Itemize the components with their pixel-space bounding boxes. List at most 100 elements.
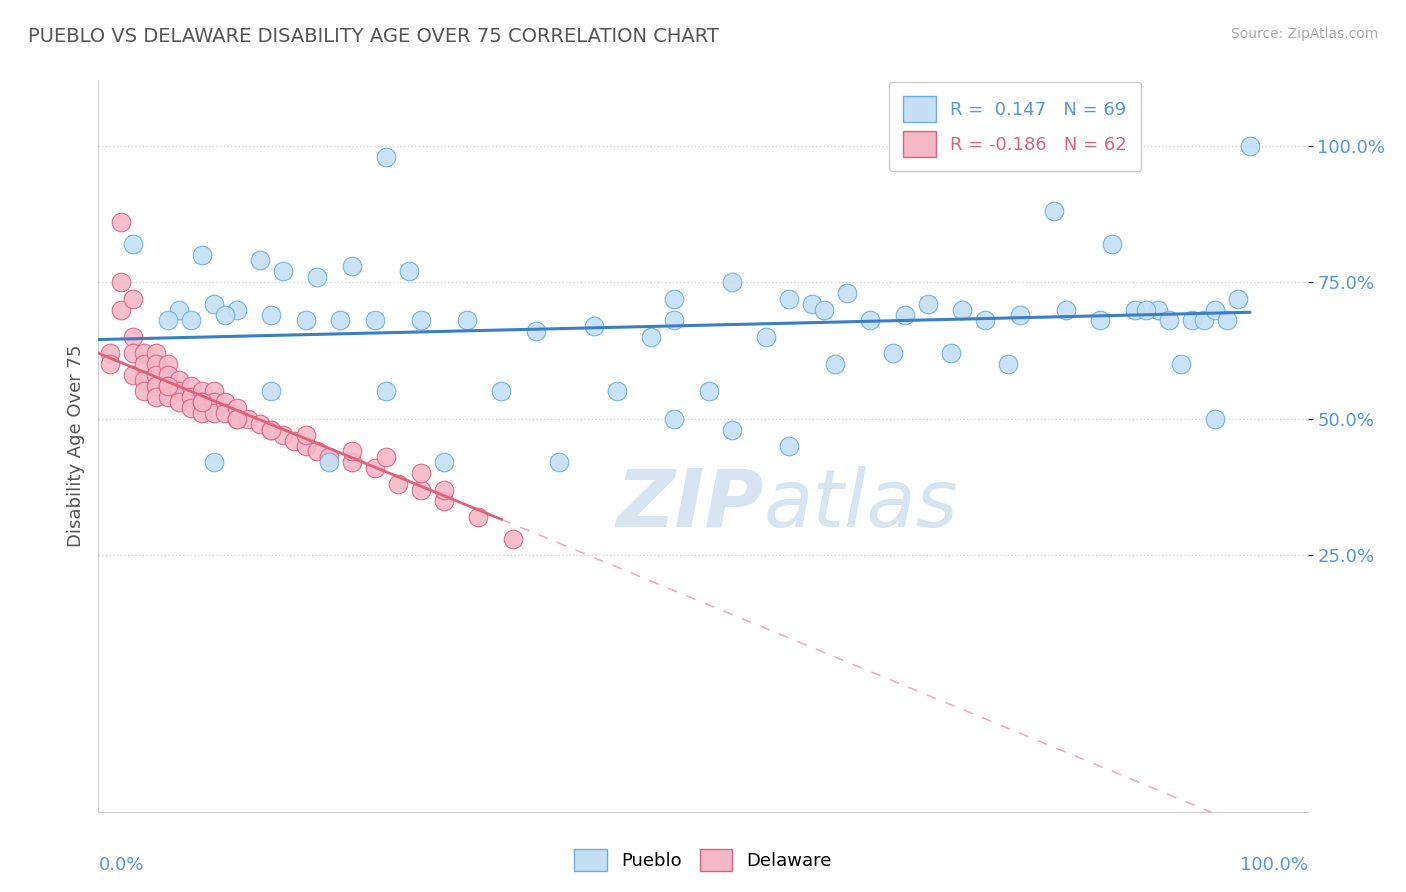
Point: [364, 313, 387, 327]
Point: [214, 406, 236, 420]
Point: [202, 297, 225, 311]
Point: [1204, 302, 1226, 317]
Point: [882, 346, 904, 360]
Point: [271, 264, 294, 278]
Point: [271, 428, 294, 442]
Point: [720, 275, 742, 289]
Point: [307, 444, 329, 458]
Point: [98, 357, 121, 371]
Point: [156, 313, 179, 327]
Point: [664, 313, 686, 327]
Point: [122, 368, 145, 382]
Point: [134, 357, 156, 371]
Point: [893, 308, 915, 322]
Point: [375, 450, 398, 464]
Point: [835, 286, 858, 301]
Point: [548, 455, 571, 469]
Point: [433, 493, 456, 508]
Point: [1216, 313, 1239, 327]
Point: [145, 368, 167, 382]
Point: [122, 292, 145, 306]
Point: [110, 275, 132, 289]
Point: [249, 253, 271, 268]
Point: [467, 510, 489, 524]
Point: [214, 308, 236, 322]
Legend: Pueblo, Delaware: Pueblo, Delaware: [567, 842, 839, 879]
Point: [156, 379, 179, 393]
Point: [1239, 138, 1261, 153]
Text: 0.0%: 0.0%: [98, 855, 143, 873]
Point: [225, 411, 247, 425]
Point: [167, 302, 190, 317]
Point: [145, 357, 167, 371]
Point: [167, 374, 190, 388]
Point: [1123, 302, 1146, 317]
Point: [387, 477, 409, 491]
Point: [1101, 237, 1123, 252]
Point: [260, 423, 283, 437]
Point: [294, 439, 316, 453]
Point: [664, 292, 686, 306]
Y-axis label: Disability Age Over 75: Disability Age Over 75: [66, 344, 84, 548]
Point: [156, 357, 179, 371]
Point: [801, 297, 824, 311]
Point: [409, 483, 432, 497]
Point: [606, 384, 628, 399]
Point: [145, 390, 167, 404]
Point: [110, 215, 132, 229]
Point: [122, 330, 145, 344]
Legend: R =  0.147   N = 69, R = -0.186   N = 62: R = 0.147 N = 69, R = -0.186 N = 62: [889, 82, 1142, 171]
Point: [167, 395, 190, 409]
Point: [1170, 357, 1192, 371]
Point: [974, 313, 997, 327]
Point: [145, 346, 167, 360]
Point: [1159, 313, 1181, 327]
Point: [491, 384, 513, 399]
Point: [191, 395, 214, 409]
Point: [824, 357, 846, 371]
Point: [1043, 204, 1066, 219]
Point: [318, 455, 340, 469]
Point: [156, 390, 179, 404]
Text: Source: ZipAtlas.com: Source: ZipAtlas.com: [1230, 27, 1378, 41]
Point: [950, 302, 973, 317]
Point: [409, 467, 432, 481]
Point: [110, 302, 132, 317]
Point: [917, 297, 939, 311]
Point: [122, 346, 145, 360]
Point: [697, 384, 720, 399]
Point: [98, 346, 121, 360]
Point: [1192, 313, 1215, 327]
Point: [191, 406, 214, 420]
Point: [180, 313, 202, 327]
Point: [214, 395, 236, 409]
Point: [202, 406, 225, 420]
Point: [409, 313, 432, 327]
Point: [225, 401, 247, 415]
Point: [939, 346, 962, 360]
Point: [260, 384, 283, 399]
Point: [260, 423, 283, 437]
Point: [202, 395, 225, 409]
Point: [340, 455, 363, 469]
Point: [260, 308, 283, 322]
Point: [859, 313, 882, 327]
Point: [202, 455, 225, 469]
Point: [664, 411, 686, 425]
Point: [318, 450, 340, 464]
Point: [156, 379, 179, 393]
Point: [1135, 302, 1157, 317]
Point: [283, 434, 305, 448]
Point: [134, 374, 156, 388]
Point: [236, 411, 259, 425]
Point: [524, 324, 547, 338]
Text: 100.0%: 100.0%: [1240, 855, 1308, 873]
Point: [778, 439, 800, 453]
Point: [1090, 313, 1112, 327]
Point: [202, 384, 225, 399]
Point: [134, 346, 156, 360]
Point: [340, 259, 363, 273]
Point: [1204, 411, 1226, 425]
Point: [307, 269, 329, 284]
Point: [1181, 313, 1204, 327]
